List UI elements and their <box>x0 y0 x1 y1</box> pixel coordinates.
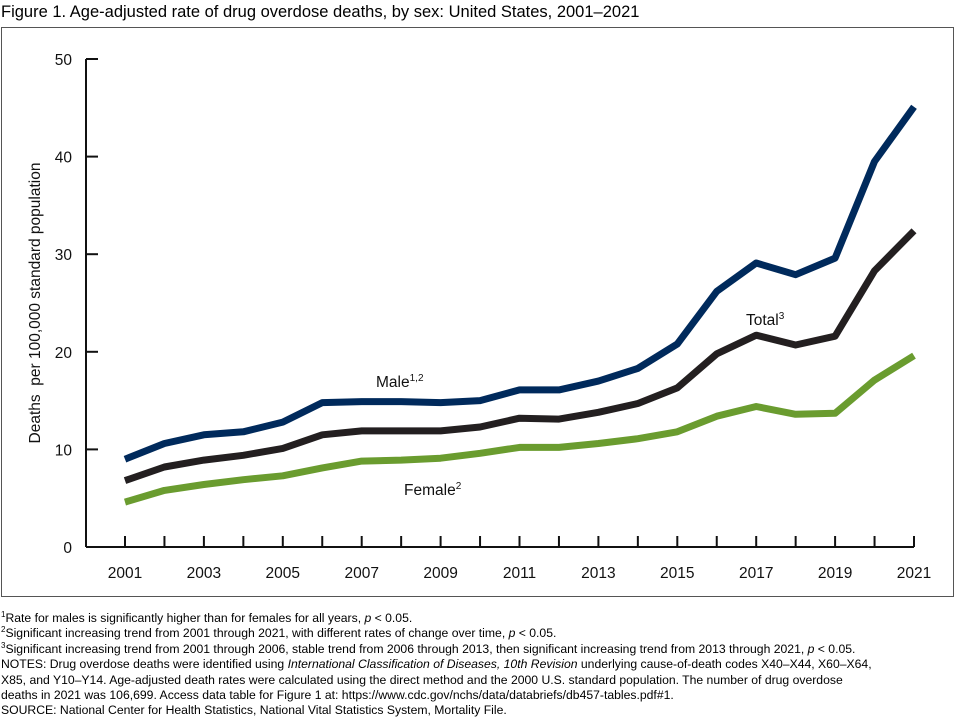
x-tick-label: 2017 <box>739 565 773 582</box>
x-tick-label: 2007 <box>344 565 378 582</box>
y-tick-label: 10 <box>55 442 73 459</box>
x-tick-label: 2015 <box>660 565 694 582</box>
footnote-1: 1Rate for males is significantly higher … <box>1 609 413 625</box>
series-lines <box>123 104 917 506</box>
chart-frame <box>1 27 954 597</box>
notes-line-2: X85, and Y10–Y14. Age-adjusted death rat… <box>1 672 843 687</box>
footnote-3: 3Significant increasing trend from 2001 … <box>1 640 856 656</box>
y-tick-label: 50 <box>55 52 73 69</box>
y-tick-label: 20 <box>55 345 73 362</box>
notes-line-3: deaths in 2021 was 106,699. Access data … <box>1 688 674 703</box>
x-tick-label: 2001 <box>108 565 142 582</box>
series-line-male <box>123 104 917 463</box>
x-tick-label: 2009 <box>423 565 457 582</box>
y-tick-label: 0 <box>63 540 72 557</box>
notes-line-1: NOTES: Drug overdose deaths were identif… <box>1 657 872 672</box>
series-label-total: Total3 <box>746 311 785 329</box>
series-line-total <box>123 228 917 484</box>
series-line-female <box>124 352 916 506</box>
x-tick-label: 2011 <box>503 565 536 582</box>
x-tick-label: 2003 <box>187 565 221 582</box>
footnote-2: 2Significant increasing trend from 2001 … <box>1 625 557 641</box>
x-tick-label: 2019 <box>818 565 852 582</box>
axes: 0 10 20 30 40 50 2001 2003 2005 2007 2009 2011 2013 2… <box>55 52 931 582</box>
x-tick-label: 2013 <box>581 565 615 582</box>
series-labels: Male1,2 Total3 Female2 <box>376 311 785 499</box>
series-label-female: Female2 <box>404 481 462 499</box>
figure-title: Figure 1. Age-adjusted rate of drug over… <box>1 3 640 21</box>
x-tick-label: 2005 <box>266 565 300 582</box>
y-tick-label: 40 <box>55 150 73 167</box>
x-tick-label: 2021 <box>897 565 931 582</box>
footnotes: 1Rate for males is significantly higher … <box>1 609 959 719</box>
y-axis-title: Deaths per 100,000 standard population <box>27 163 44 444</box>
series-label-male: Male1,2 <box>376 373 424 391</box>
source-line: SOURCE: National Center for Health Stati… <box>1 703 507 718</box>
y-tick-label: 30 <box>55 247 73 264</box>
